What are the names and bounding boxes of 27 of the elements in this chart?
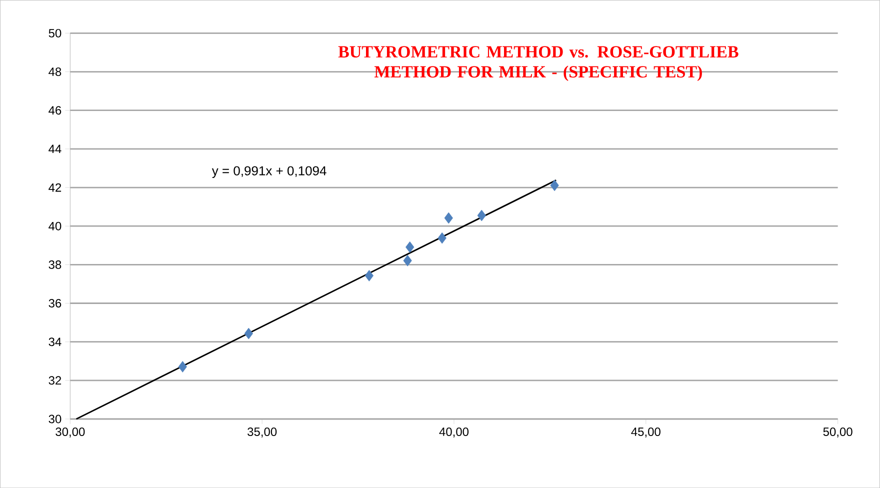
x-tick-label: 35,00 [248, 427, 277, 438]
point [244, 328, 253, 340]
y-tick-label: 44 [48, 144, 62, 153]
x-tick-label: 30,00 [56, 427, 85, 438]
y-tick-label: 32 [48, 376, 62, 385]
point [403, 254, 412, 266]
y-tick-label: 30 [48, 414, 62, 424]
x-tick-label: 40,00 [439, 427, 469, 438]
x-tick-label: 50,00 [823, 427, 852, 438]
y-tick-label: 46 [48, 106, 62, 115]
point [477, 210, 486, 222]
point [550, 180, 559, 192]
y-tick-label: 40 [48, 222, 62, 230]
annotation: y = 0,991x + 0,1094 [212, 166, 326, 178]
y-tick-label: 50 [48, 28, 62, 38]
y-tick-label: 34 [48, 338, 62, 346]
y-tick-label: 42 [48, 183, 62, 192]
point [438, 232, 446, 244]
y-tick-label: 36 [48, 298, 62, 308]
point [444, 212, 453, 224]
text: BUTYROMETRIC METHOD vs. ROSE-GOTTLIEB METHOD FOR MILK - (SPECIFIC TEST) [338, 46, 738, 81]
point [406, 241, 414, 253]
point [364, 270, 374, 282]
y-tick-label: 48 [48, 67, 62, 76]
x-tick-label: 45,00 [631, 427, 660, 438]
point [178, 360, 187, 372]
y-tick-label: 38 [48, 260, 62, 269]
